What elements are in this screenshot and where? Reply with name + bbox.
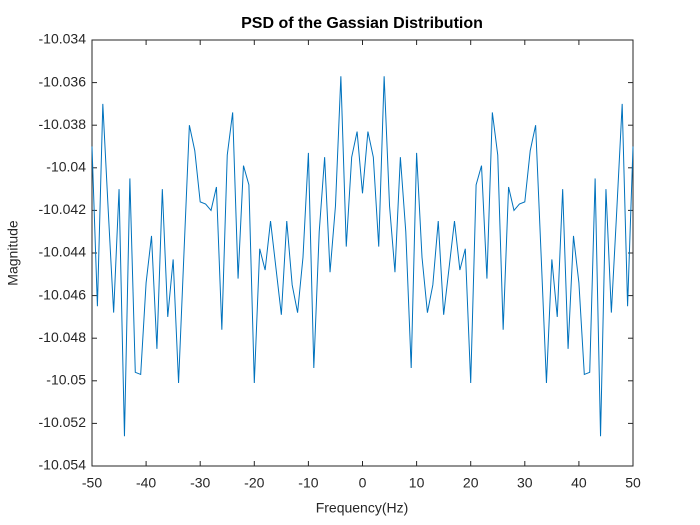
x-axis-label: Frequency(Hz)	[316, 500, 409, 516]
chart-title: PSD of the Gassian Distribution	[241, 15, 483, 32]
plot-area	[91, 39, 634, 467]
x-tick-label: 40	[571, 475, 587, 491]
y-axis-label: Magnitude	[5, 220, 21, 286]
y-tick-label: -10.054	[39, 457, 87, 473]
x-tick-label: 20	[463, 475, 479, 491]
data-line	[91, 76, 634, 437]
x-tick-label: -30	[190, 475, 210, 491]
y-tick-label: -10.036	[39, 73, 87, 89]
x-tick-label: 50	[625, 475, 641, 491]
y-tick-label: -10.05	[46, 372, 86, 388]
y-tick-label: -10.052	[39, 414, 87, 430]
x-tick-label: 0	[359, 475, 367, 491]
x-tick-label: 10	[409, 475, 425, 491]
y-tick-label: -10.038	[39, 116, 87, 132]
x-tick-label: -40	[136, 475, 156, 491]
x-tick-label: -10	[298, 475, 318, 491]
y-tick-label: -10.044	[39, 244, 87, 260]
y-tick-label: -10.042	[39, 201, 87, 217]
x-tick-label: -20	[244, 475, 264, 491]
y-tick-label: -10.048	[39, 329, 87, 345]
y-tick-label: -10.034	[39, 31, 87, 47]
x-tick-label: -50	[82, 475, 102, 491]
y-tick-label: -10.046	[39, 286, 87, 302]
y-tick-label: -10.04	[46, 159, 86, 175]
x-tick-label: 30	[517, 475, 533, 491]
